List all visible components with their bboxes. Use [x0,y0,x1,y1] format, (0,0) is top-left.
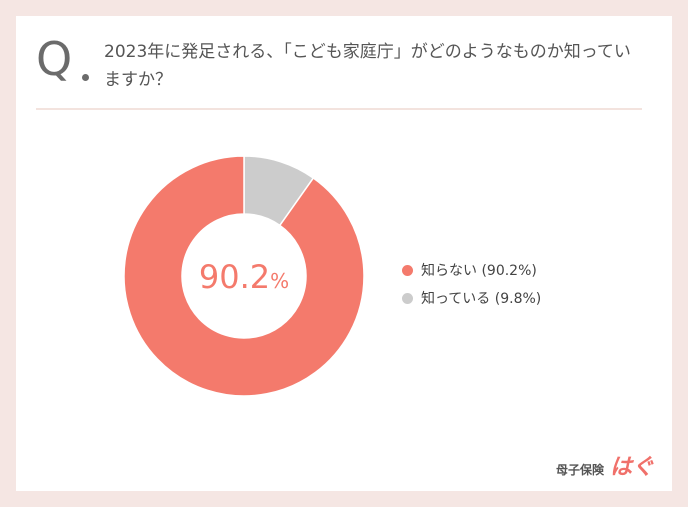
survey-card: Q 2023年に発足される、「こども家庭庁」がどのようなものか知っていますか？ … [16,16,672,491]
center-percentage-label: 90.2% [199,258,289,296]
donut-chart: 90.2% [123,155,365,397]
legend-label-unknown: 知らない (90.2%) [421,263,537,279]
divider [36,108,642,110]
legend-label-known: 知っている (9.8%) [421,291,542,307]
question-mark-dot [82,74,89,81]
brand-logo: 母子保険 はぐ [556,449,654,481]
legend-swatch-known [402,292,413,304]
legend-item-unknown: 知らない (90.2%) [402,256,541,284]
legend-item-known: 知っている (9.8%) [402,284,541,312]
legend-swatch-unknown [402,264,413,276]
question-mark: Q [36,32,73,86]
chart-legend: 知らない (90.2%) 知っている (9.8%) [402,256,541,312]
brand-mark: はぐ [609,455,654,480]
question-text: 2023年に発足される、「こども家庭庁」がどのようなものか知っていますか？ [104,42,631,90]
center-percentage-unit: % [270,269,289,293]
center-percentage-value: 90.2 [199,258,270,296]
brand-name: 母子保険 [555,463,604,477]
donut-slice-unknown [123,155,365,397]
donut-chart-svg: 90.2% [123,155,365,397]
